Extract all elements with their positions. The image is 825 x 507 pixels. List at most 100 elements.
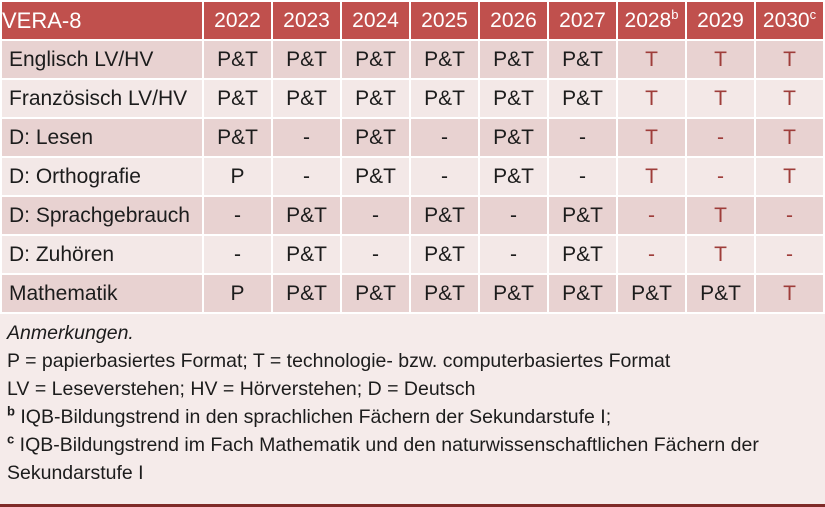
table-cell: P&T: [204, 119, 271, 156]
table-cell: P&T: [411, 80, 478, 117]
row-label: Mathematik: [2, 275, 202, 312]
table-cell: P&T: [549, 275, 616, 312]
table-head: VERA-8 2022 2023 2024 2025 2026 2027 2028b 2029…: [2, 2, 823, 39]
table-cell: P&T: [411, 41, 478, 78]
footnote-marker: c: [7, 431, 15, 447]
table-cell: -: [342, 236, 409, 273]
table-cell: P: [204, 275, 271, 312]
row-label: D: Orthografie: [2, 158, 202, 195]
table-body: Englisch LV/HV P&T P&T P&T P&T P&T P&T T T T Franz…: [2, 41, 823, 312]
table-cell: -: [549, 158, 616, 195]
table-cell: -: [342, 197, 409, 234]
notes-section: Anmerkungen. P = papierbasiertes Format;…: [0, 314, 825, 507]
table-cell: P&T: [273, 236, 340, 273]
table-cell: P&T: [480, 119, 547, 156]
table-cell: P&T: [411, 236, 478, 273]
table-row: D: Orthografie P - P&T - P&T - T - T: [2, 158, 823, 195]
row-label: D: Lesen: [2, 119, 202, 156]
table-cell: -: [273, 119, 340, 156]
table-cell: P&T: [273, 41, 340, 78]
table-cell: P&T: [687, 275, 754, 312]
table-cell: P&T: [273, 80, 340, 117]
table-cell: P&T: [411, 197, 478, 234]
row-label: D: Sprachgebrauch: [2, 197, 202, 234]
table-cell: T: [618, 158, 685, 195]
note-line: LV = Leseverstehen; HV = Hörverstehen; D…: [7, 378, 476, 400]
note-line: b IQB-Bildungstrend in den sprachlichen …: [7, 403, 612, 429]
note-line: P = papierbasiertes Format; T = technolo…: [7, 350, 671, 372]
row-label: Französisch LV/HV: [2, 80, 202, 117]
table-cell: P&T: [342, 275, 409, 312]
header-footnote-marker: b: [671, 6, 679, 22]
table-cell: P&T: [618, 275, 685, 312]
table-cell: -: [204, 236, 271, 273]
table-cell: -: [618, 197, 685, 234]
table-cell: -: [687, 119, 754, 156]
year-column-header: 2023: [273, 2, 340, 39]
table-row: D: Zuhören - P&T - P&T - P&T - T -: [2, 236, 823, 273]
table-cell: T: [756, 80, 823, 117]
year-column-header: 2027: [549, 2, 616, 39]
note-line: c IQB-Bildungstrend im Fach Mathematik u…: [7, 431, 759, 485]
table-cell: P&T: [411, 275, 478, 312]
year-column-header: 2024: [342, 2, 409, 39]
table-cell: T: [687, 80, 754, 117]
table-cell: T: [618, 41, 685, 78]
table-cell: -: [480, 197, 547, 234]
header-footnote-marker: c: [809, 6, 817, 22]
table-cell: P&T: [549, 80, 616, 117]
table-cell: T: [756, 119, 823, 156]
table-cell: -: [756, 236, 823, 273]
table-cell: P&T: [480, 41, 547, 78]
table-cell: P: [204, 158, 271, 195]
table-cell: P&T: [549, 236, 616, 273]
table-row: Mathematik P P&T P&T P&T P&T P&T P&T P&T T: [2, 275, 823, 312]
table-cell: P&T: [480, 158, 547, 195]
table-cell: -: [618, 236, 685, 273]
table-cell: T: [618, 119, 685, 156]
notes-heading: Anmerkungen.: [7, 322, 134, 344]
table-cell: P&T: [204, 80, 271, 117]
year-column-header: 2030c: [756, 2, 823, 39]
row-label: D: Zuhören: [2, 236, 202, 273]
table-cell: T: [756, 41, 823, 78]
table-cell: P&T: [342, 80, 409, 117]
table-cell: -: [687, 158, 754, 195]
table-cell: T: [687, 236, 754, 273]
table-cell: -: [273, 158, 340, 195]
table-cell: P&T: [273, 197, 340, 234]
table-cell: P&T: [342, 119, 409, 156]
table-cell: P&T: [342, 41, 409, 78]
table-cell: T: [756, 275, 823, 312]
year-column-header: 2022: [204, 2, 271, 39]
table-cell: P&T: [549, 197, 616, 234]
table-header-row: VERA-8 2022 2023 2024 2025 2026 2027 2028b 2029…: [2, 2, 823, 39]
table-cell: -: [480, 236, 547, 273]
table-cell: P&T: [480, 80, 547, 117]
table-row: D: Lesen P&T - P&T - P&T - T - T: [2, 119, 823, 156]
row-label: Englisch LV/HV: [2, 41, 202, 78]
table-cell: P&T: [549, 41, 616, 78]
table-cell: T: [687, 41, 754, 78]
table-cell: -: [411, 158, 478, 195]
table-title: VERA-8: [2, 2, 202, 39]
year-column-header: 2028b: [618, 2, 685, 39]
table-row: Französisch LV/HV P&T P&T P&T P&T P&T P&T T T T: [2, 80, 823, 117]
table-cell: -: [411, 119, 478, 156]
year-column-header: 2029: [687, 2, 754, 39]
year-column-header: 2026: [480, 2, 547, 39]
table-cell: P&T: [480, 275, 547, 312]
table-row: D: Sprachgebrauch - P&T - P&T - P&T - T -: [2, 197, 823, 234]
table-cell: P&T: [273, 275, 340, 312]
table-cell: -: [204, 197, 271, 234]
table-cell: P&T: [342, 158, 409, 195]
table-row: Englisch LV/HV P&T P&T P&T P&T P&T P&T T T T: [2, 41, 823, 78]
table-cell: -: [549, 119, 616, 156]
vera8-schedule-table: VERA-8 2022 2023 2024 2025 2026 2027 2028b 2029…: [2, 2, 823, 312]
footnote-marker: b: [7, 403, 15, 419]
table-cell: T: [687, 197, 754, 234]
year-column-header: 2025: [411, 2, 478, 39]
table-cell: T: [756, 158, 823, 195]
table-cell: P&T: [204, 41, 271, 78]
